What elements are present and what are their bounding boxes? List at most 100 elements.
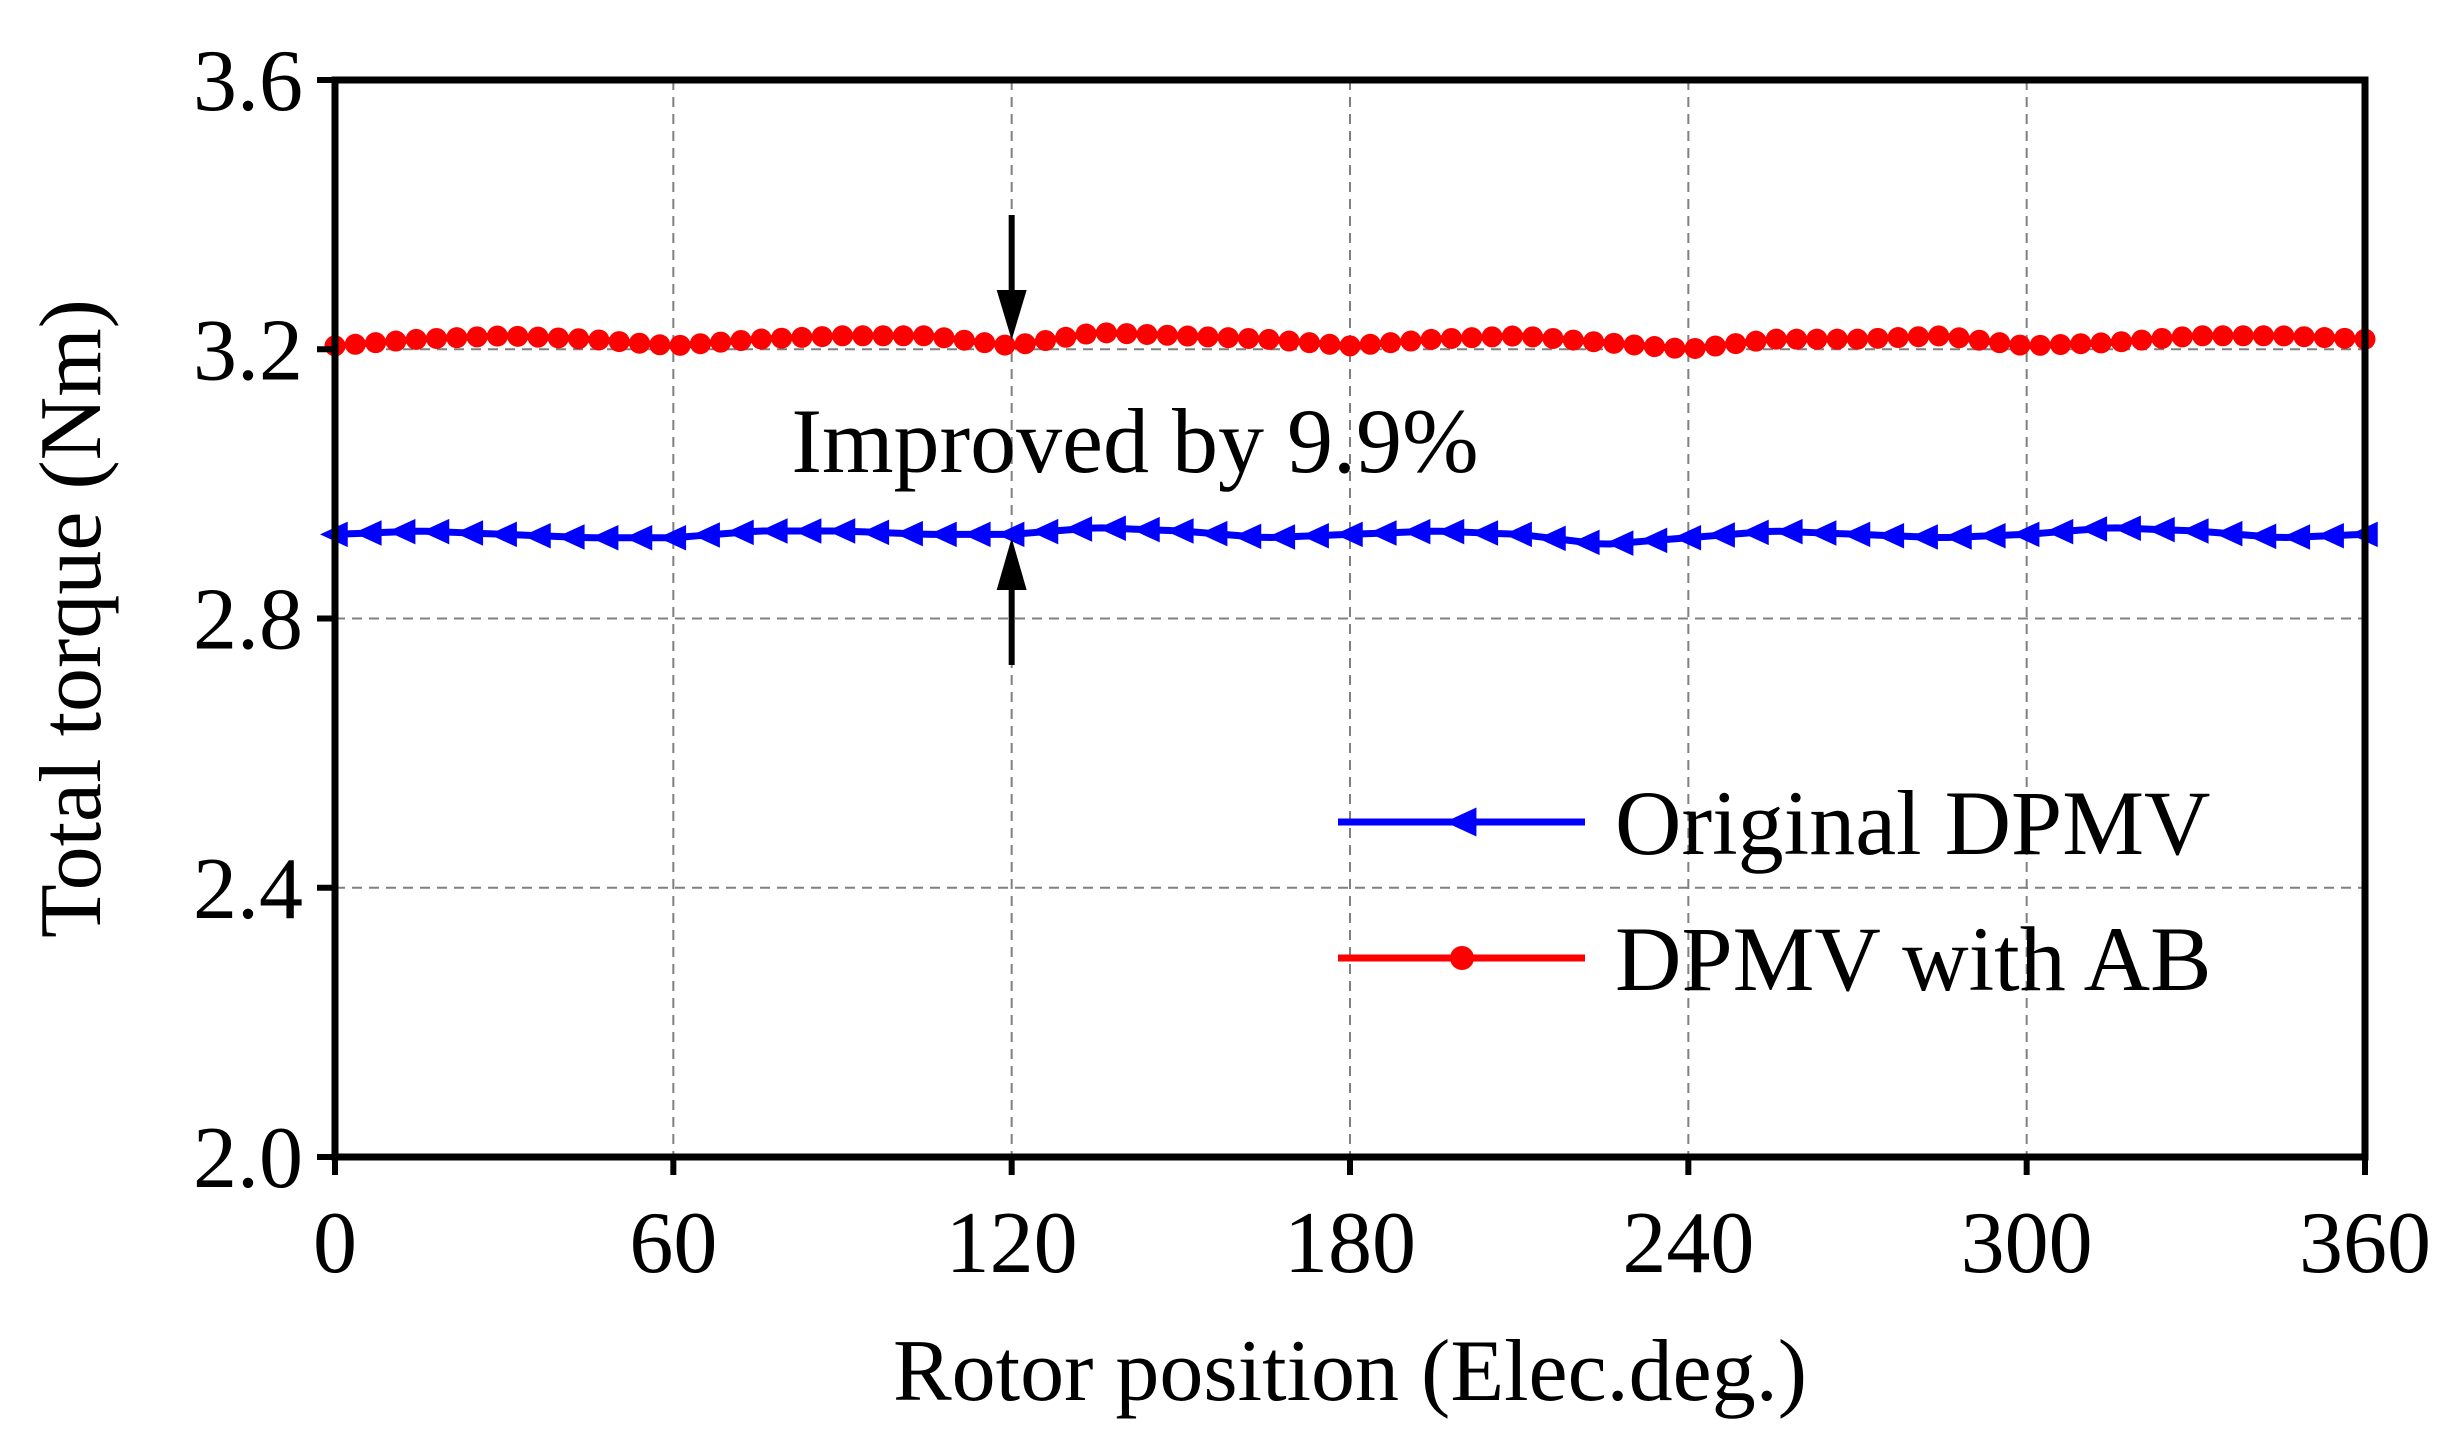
data-point-marker <box>1808 520 1837 546</box>
data-point-marker <box>1136 323 1158 345</box>
data-point-marker <box>1075 323 1097 345</box>
series-original-dpmv <box>320 515 2378 556</box>
data-point-marker <box>658 524 687 551</box>
data-point-marker <box>1826 328 1848 350</box>
data-point-marker <box>895 520 923 547</box>
data-point-marker <box>1258 328 1280 350</box>
data-point-marker <box>1233 523 1262 550</box>
data-point-marker <box>2113 515 2141 542</box>
data-point-marker <box>726 519 754 546</box>
data-point-marker <box>405 328 427 350</box>
data-point-marker <box>2273 325 2295 347</box>
data-point-marker <box>1301 522 1329 549</box>
data-point-marker <box>486 325 508 347</box>
data-point-marker <box>466 326 488 348</box>
data-point-marker <box>455 520 484 546</box>
data-point-marker <box>1605 530 1634 556</box>
data-point-marker <box>791 326 813 348</box>
data-point-marker <box>1197 326 1219 348</box>
data-point-marker <box>1380 332 1402 354</box>
data-point-marker <box>872 325 894 347</box>
data-point-marker <box>892 325 914 347</box>
data-point-marker <box>1298 332 1320 354</box>
data-point-marker <box>1745 330 1767 352</box>
data-point-marker <box>1571 529 1600 556</box>
series-layer <box>320 322 2378 556</box>
data-point-marker <box>2180 518 2209 544</box>
data-point-marker <box>2313 327 2335 349</box>
x-tick-label: 0 <box>313 1195 357 1292</box>
data-point-marker <box>1217 327 1239 349</box>
data-point-marker <box>556 524 585 550</box>
data-point-marker <box>527 326 549 348</box>
data-point-marker <box>1461 327 1483 349</box>
data-point-marker <box>385 330 407 352</box>
data-point-marker <box>446 327 468 349</box>
data-point-marker <box>387 518 416 545</box>
y-tick-label: 2.0 <box>193 1110 303 1207</box>
data-point-marker <box>933 327 955 349</box>
data-point-marker <box>2293 326 2315 348</box>
data-point-marker <box>771 327 793 349</box>
data-point-marker <box>1402 518 1431 545</box>
data-point-marker <box>1481 326 1503 348</box>
data-point-marker <box>426 327 447 349</box>
data-point-marker <box>692 522 720 548</box>
x-tick-label: 180 <box>1284 1195 1416 1292</box>
data-point-marker <box>1504 521 1532 548</box>
x-tick-label: 300 <box>1961 1195 2093 1292</box>
data-point-marker <box>1156 324 1178 346</box>
data-point-marker <box>1842 521 1871 548</box>
data-point-marker <box>2079 516 2108 542</box>
data-point-marker <box>507 325 529 347</box>
legend-label: Original DPMV <box>1615 772 2210 874</box>
legend-item-dpmv-with-ab: DPMV with AB <box>1338 908 2211 1010</box>
data-point-marker <box>929 521 957 548</box>
data-point-marker <box>1014 333 1036 355</box>
data-point-marker <box>2151 327 2173 349</box>
data-point-marker <box>568 328 590 350</box>
data-point-marker <box>1887 327 1909 349</box>
data-point-marker <box>2334 327 2356 349</box>
data-point-marker <box>608 331 630 353</box>
data-point-marker <box>1542 327 1564 349</box>
data-point-marker <box>1132 516 1160 543</box>
data-point-marker <box>365 332 387 354</box>
data-point-marker <box>1977 522 2006 549</box>
data-point-marker <box>2045 518 2074 545</box>
data-point-marker <box>2147 516 2175 543</box>
data-point-marker <box>1501 325 1523 347</box>
data-point-marker <box>861 519 890 546</box>
x-tick-label: 240 <box>1622 1195 1754 1292</box>
data-point-marker <box>1847 328 1868 350</box>
legend: Original DPMV DPMV with AB <box>1338 772 2211 1010</box>
data-point-marker <box>750 328 772 350</box>
x-tick-label: 120 <box>946 1195 1078 1292</box>
data-point-marker <box>759 518 788 544</box>
data-point-marker <box>1177 325 1199 347</box>
data-point-marker <box>1055 326 1077 348</box>
legend-item-original-dpmv: Original DPMV <box>1338 772 2210 874</box>
data-point-marker <box>1623 334 1645 356</box>
data-point-marker <box>629 332 650 354</box>
data-point-marker <box>1944 524 1972 550</box>
data-point-marker <box>1359 333 1381 355</box>
data-point-marker <box>994 334 1016 356</box>
data-point-marker <box>2011 521 2040 548</box>
data-point-marker <box>1238 327 1259 349</box>
data-point-marker <box>1165 518 1194 544</box>
data-point-marker <box>353 520 382 546</box>
data-point-marker <box>1098 515 1126 542</box>
data-point-marker <box>1538 525 1566 552</box>
data-point-marker <box>913 325 935 347</box>
data-point-marker <box>1664 337 1686 359</box>
data-point-marker <box>1583 331 1605 353</box>
data-point-marker <box>2009 334 2031 356</box>
data-point-marker <box>547 327 569 349</box>
data-point-marker <box>344 333 366 355</box>
data-point-marker <box>1673 524 1702 551</box>
legend-label: DPMV with AB <box>1615 908 2211 1010</box>
data-point-marker <box>2050 334 2071 356</box>
data-point-marker <box>689 333 711 355</box>
data-point-marker <box>624 524 653 551</box>
